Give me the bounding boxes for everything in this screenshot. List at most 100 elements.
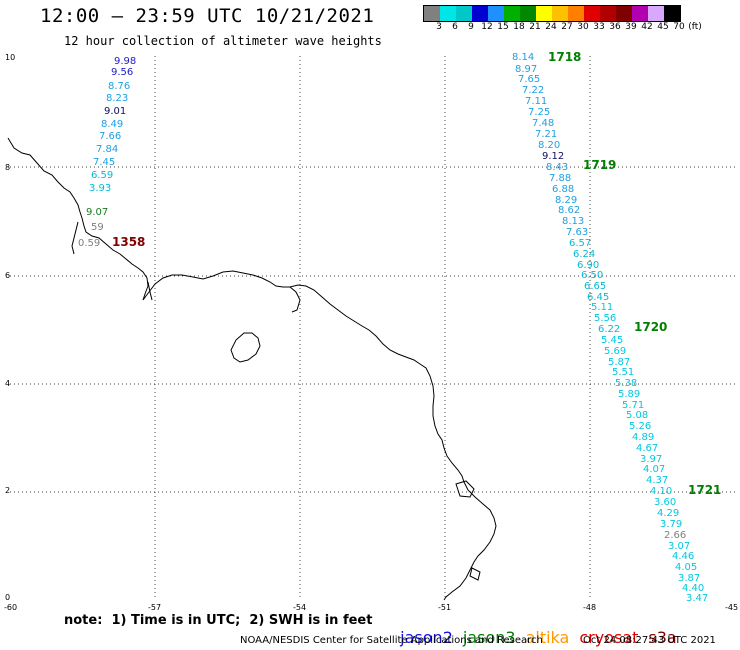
wave-label: 4.37: [646, 475, 668, 486]
legend-swatch: [536, 6, 552, 21]
legend-label: 6: [452, 22, 458, 32]
wave-label: 7.45: [93, 157, 115, 168]
time-label: 1719: [583, 158, 616, 172]
legend-label: 70: [673, 22, 685, 32]
wave-label: 8.62: [558, 205, 580, 216]
island-outline: [230, 332, 261, 363]
graticule: [10, 56, 735, 600]
wave-label: 3.93: [89, 183, 111, 194]
legend-label: 3: [436, 22, 442, 32]
legend-label: 42: [641, 22, 653, 32]
wave-label: 4.07: [643, 464, 665, 475]
x-tick-label: -57: [148, 603, 161, 612]
time-label: 1721: [688, 483, 721, 497]
wave-label: 4.46: [672, 551, 694, 562]
satellite-legend: jason2 jason3 altika cryosat s3a: [390, 609, 687, 647]
y-tick-label: 0: [5, 593, 10, 602]
legend-label: 45: [657, 22, 669, 32]
wave-label: 4.67: [636, 443, 658, 454]
wave-label: 5.69: [604, 346, 626, 357]
legend-label: 24: [545, 22, 557, 32]
legend-label: 36: [609, 22, 621, 32]
wave-label: 3.07: [668, 541, 690, 552]
generated-timestamp: Oct 24 08:27:43 UTC 2021: [583, 635, 716, 646]
wave-label: 8.23: [106, 93, 128, 104]
wave-label: 6.24: [573, 249, 595, 260]
legend-swatch: [520, 6, 536, 21]
axis-ticks: -60 -57 -54 -51 -48 -45 0 2 4 6 8 10: [4, 53, 738, 612]
legend-swatch: [440, 6, 456, 21]
time-label: 1358: [112, 235, 145, 249]
wave-label: 5.26: [629, 421, 651, 432]
wave-label: 5.56: [594, 313, 616, 324]
legend-label: 33: [593, 22, 605, 32]
wave-label: 8.13: [562, 216, 584, 227]
legend-swatch: [424, 6, 440, 21]
wave-label: 8.20: [538, 140, 560, 151]
legend-swatch: [616, 6, 632, 21]
satellite-name: jason3: [462, 628, 516, 647]
wave-label: 6.59: [91, 170, 113, 181]
wave-label: 8.43: [546, 162, 568, 173]
wave-label: 7.65: [518, 74, 540, 85]
wave-label: 6.50: [581, 270, 603, 281]
y-tick-label: 4: [5, 379, 10, 388]
wave-label: 2.66: [664, 530, 686, 541]
satellite-name: jason2: [400, 628, 453, 647]
legend-labels: 3 6 9 12 15 18 21 24 27 30 33 36 39 42 4…: [423, 22, 740, 34]
x-tick-label: -54: [293, 603, 306, 612]
wave-label: 59: [91, 222, 104, 233]
wave-label: 8.14: [512, 52, 534, 63]
x-tick-label: -51: [438, 603, 451, 612]
wave-label: 4.40: [682, 583, 704, 594]
wave-label: 5.51: [612, 367, 634, 378]
wave-labels: 9.98 9.56 8.76 8.23 9.01 8.49 7.66 7.84 …: [78, 50, 721, 604]
wave-label: 8.29: [555, 195, 577, 206]
map-subtitle: 12 hour collection of altimeter wave hei…: [64, 34, 382, 48]
legend-swatch: [456, 6, 472, 21]
wave-label: 3.97: [640, 454, 662, 465]
wave-label: 3.79: [660, 519, 682, 530]
satellite-name: s3a: [648, 628, 677, 647]
wave-label: 8.76: [108, 81, 130, 92]
wave-label: 5.38: [615, 378, 637, 389]
island-outline: [455, 480, 475, 498]
legend-label: 39: [625, 22, 637, 32]
legend-swatch: [584, 6, 600, 21]
legend-swatch: [664, 6, 680, 21]
wave-label: 5.71: [622, 400, 644, 411]
legend-label: 9: [468, 22, 474, 32]
coastline: [7, 137, 497, 601]
map-title: 12:00 – 23:59 UTC 10/21/2021: [40, 5, 375, 27]
x-tick-label: -60: [4, 603, 17, 612]
legend-swatch: [632, 6, 648, 21]
wave-label: 5.89: [618, 389, 640, 400]
wave-label: 5.87: [608, 357, 630, 368]
legend-swatch: [504, 6, 520, 21]
wave-label: 5.11: [591, 302, 613, 313]
legend-label: 27: [561, 22, 573, 32]
wave-label: 5.08: [626, 410, 648, 421]
wave-label: 3.47: [686, 593, 708, 604]
wave-label: 9.56: [111, 67, 133, 78]
wave-label: 7.88: [549, 173, 571, 184]
wave-label: 7.66: [99, 131, 121, 142]
wave-label: 9.12: [542, 151, 564, 162]
wave-height-color-legend: [423, 5, 681, 22]
coastline-inlet: [71, 221, 79, 255]
wave-label: 5.45: [601, 335, 623, 346]
coastline-path: [7, 137, 497, 601]
wave-label: 3.60: [654, 497, 676, 508]
wave-label: 7.48: [532, 118, 554, 129]
wave-label: 6.88: [552, 184, 574, 195]
legend-label: 18: [513, 22, 525, 32]
legend-swatch: [568, 6, 584, 21]
wave-label: 9.01: [104, 106, 126, 117]
wave-label: 6.22: [598, 324, 620, 335]
x-tick-label: -48: [583, 603, 596, 612]
legend-label: 30: [577, 22, 589, 32]
wave-label: 8.49: [101, 119, 123, 130]
wave-label: 4.89: [632, 432, 654, 443]
y-tick-label: 8: [5, 163, 10, 172]
